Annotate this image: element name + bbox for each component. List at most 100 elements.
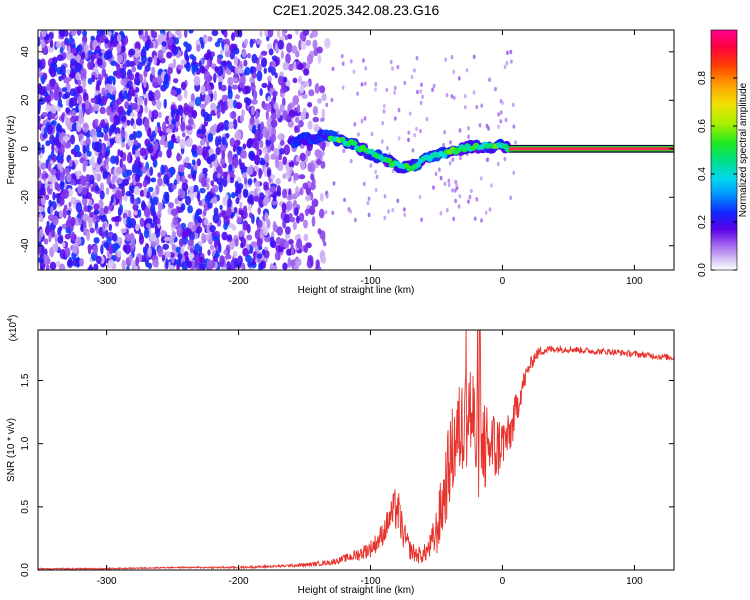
spectrogram-cell — [292, 221, 297, 231]
spectrogram-cell — [307, 101, 313, 108]
spectrogram-cell — [311, 216, 316, 227]
spectrogram-cell — [216, 57, 222, 65]
y-tick-label: 0.0 — [20, 563, 31, 577]
spectrogram-cell — [86, 230, 91, 242]
spectrogram-cell — [95, 52, 100, 60]
spectrogram-cell — [105, 164, 110, 172]
spectrogram-cell — [194, 243, 201, 253]
spectrogram-cell — [107, 30, 112, 37]
spectrogram-cell — [235, 102, 243, 110]
spectrogram-cell — [270, 119, 278, 128]
spectrogram-cell — [295, 215, 300, 224]
spectrogram-cell — [139, 147, 147, 157]
spectrogram-cell — [209, 244, 215, 251]
spectrogram-cell — [266, 168, 272, 178]
spectrogram-cell — [121, 163, 127, 174]
spectrogram-cell — [82, 186, 88, 196]
spectrogram-cell — [52, 57, 58, 64]
colorbar-label: Normalized spectral amplitude — [738, 82, 749, 217]
spectrogram-cell — [101, 144, 105, 155]
spectrogram-cell — [180, 121, 186, 132]
spectrogram-cell — [266, 144, 272, 154]
spectrogram-cell — [447, 178, 451, 183]
spectrogram-cell — [497, 124, 500, 129]
spectrogram-cell — [74, 216, 79, 227]
spectrogram-cell — [239, 81, 245, 89]
spectrogram-cell — [157, 246, 164, 258]
spectrogram-cell — [183, 41, 189, 47]
spectrogram-cell — [122, 63, 127, 70]
colorbar-tick-label: 0.0 — [697, 263, 708, 277]
spectrogram-cell — [137, 209, 142, 218]
spectrogram-cell — [439, 175, 443, 181]
colorbar: 0.0 0.2 0.4 0.6 0.8 Normalized spectral ampl… — [697, 29, 749, 277]
spectrogram-cell — [283, 144, 291, 156]
spectrogram-cell — [419, 100, 423, 106]
spectrogram-cell — [397, 107, 401, 113]
spectrogram-cell — [86, 144, 90, 154]
spectrogram-cell — [151, 196, 158, 205]
spectrogram-cell — [415, 126, 418, 132]
spectrogram-cell — [282, 188, 288, 199]
spectrogram-cell — [432, 83, 436, 89]
y-tick-label: 20 — [20, 94, 31, 106]
spectrogram-cell — [151, 66, 156, 76]
spectrogram-cell — [240, 242, 244, 249]
spectrogram-cell — [139, 73, 144, 84]
spectrogram-cell — [503, 64, 507, 70]
spectrogram-cell — [260, 57, 268, 68]
spectrogram-cell — [247, 178, 253, 186]
spectrogram-cell — [38, 88, 42, 95]
spectrogram-cell — [302, 30, 310, 36]
spectrogram-cell — [509, 195, 513, 200]
spectrogram-cell — [251, 53, 258, 64]
spectrogram-cell — [294, 125, 298, 134]
spectrogram-cell — [265, 110, 269, 120]
spectrogram-cell — [156, 100, 162, 110]
spectrogram-cell — [38, 233, 42, 242]
spectrogram-cell — [233, 157, 239, 169]
spectrogram-cell — [177, 164, 185, 173]
spectrogram-cell — [418, 194, 422, 200]
spectrogram-cell — [233, 56, 239, 66]
spectrogram-cell — [269, 264, 276, 270]
spectrogram-cell — [467, 199, 470, 204]
spectrogram-cell — [181, 182, 189, 191]
spectrogram-cell — [174, 37, 180, 45]
spectrogram-cell — [305, 195, 312, 202]
spectrogram-cell — [303, 68, 310, 76]
spectrogram-cell — [57, 125, 62, 133]
spectrogram-cell — [237, 187, 242, 194]
spectrogram-cell — [223, 119, 230, 131]
spectrogram-cell — [48, 78, 55, 88]
spectrogram-cell — [81, 196, 88, 206]
spectrogram-cell — [275, 236, 282, 245]
spectrogram-cell — [38, 147, 42, 155]
spectrogram-cell — [241, 50, 247, 58]
spectrogram-cell — [295, 155, 301, 163]
spectrogram-cell — [319, 192, 324, 202]
spectrogram-cell — [254, 180, 261, 188]
spectrogram-cell — [431, 87, 434, 92]
y-tick-label: 1.0 — [20, 436, 31, 450]
spectrogram-cell — [250, 105, 256, 116]
spectrogram-cell — [90, 97, 97, 104]
spectrogram-cell — [180, 222, 187, 230]
spectrogram-cell — [245, 234, 253, 241]
spectrogram-cell — [178, 188, 183, 198]
spectrogram-cell — [450, 94, 454, 99]
snr-scale-label: (x104) — [7, 315, 19, 342]
spectrogram-cell — [171, 107, 176, 119]
spectrogram-cell — [512, 170, 516, 175]
spectrogram-cell — [124, 244, 131, 255]
spectrogram-cell — [305, 62, 311, 70]
spectrogram-cell — [40, 58, 46, 70]
snr-y-axis: 0.0 0.5 1.0 1.5 — [20, 373, 674, 577]
spectrogram-cell — [135, 130, 143, 139]
spectrogram-cell — [105, 187, 110, 196]
spectrogram-cell — [315, 158, 322, 166]
spectrogram-cell — [155, 184, 160, 196]
spectrogram-cell — [257, 207, 261, 215]
spectrogram-cell — [153, 152, 159, 160]
spectrogram-cell — [44, 172, 49, 179]
